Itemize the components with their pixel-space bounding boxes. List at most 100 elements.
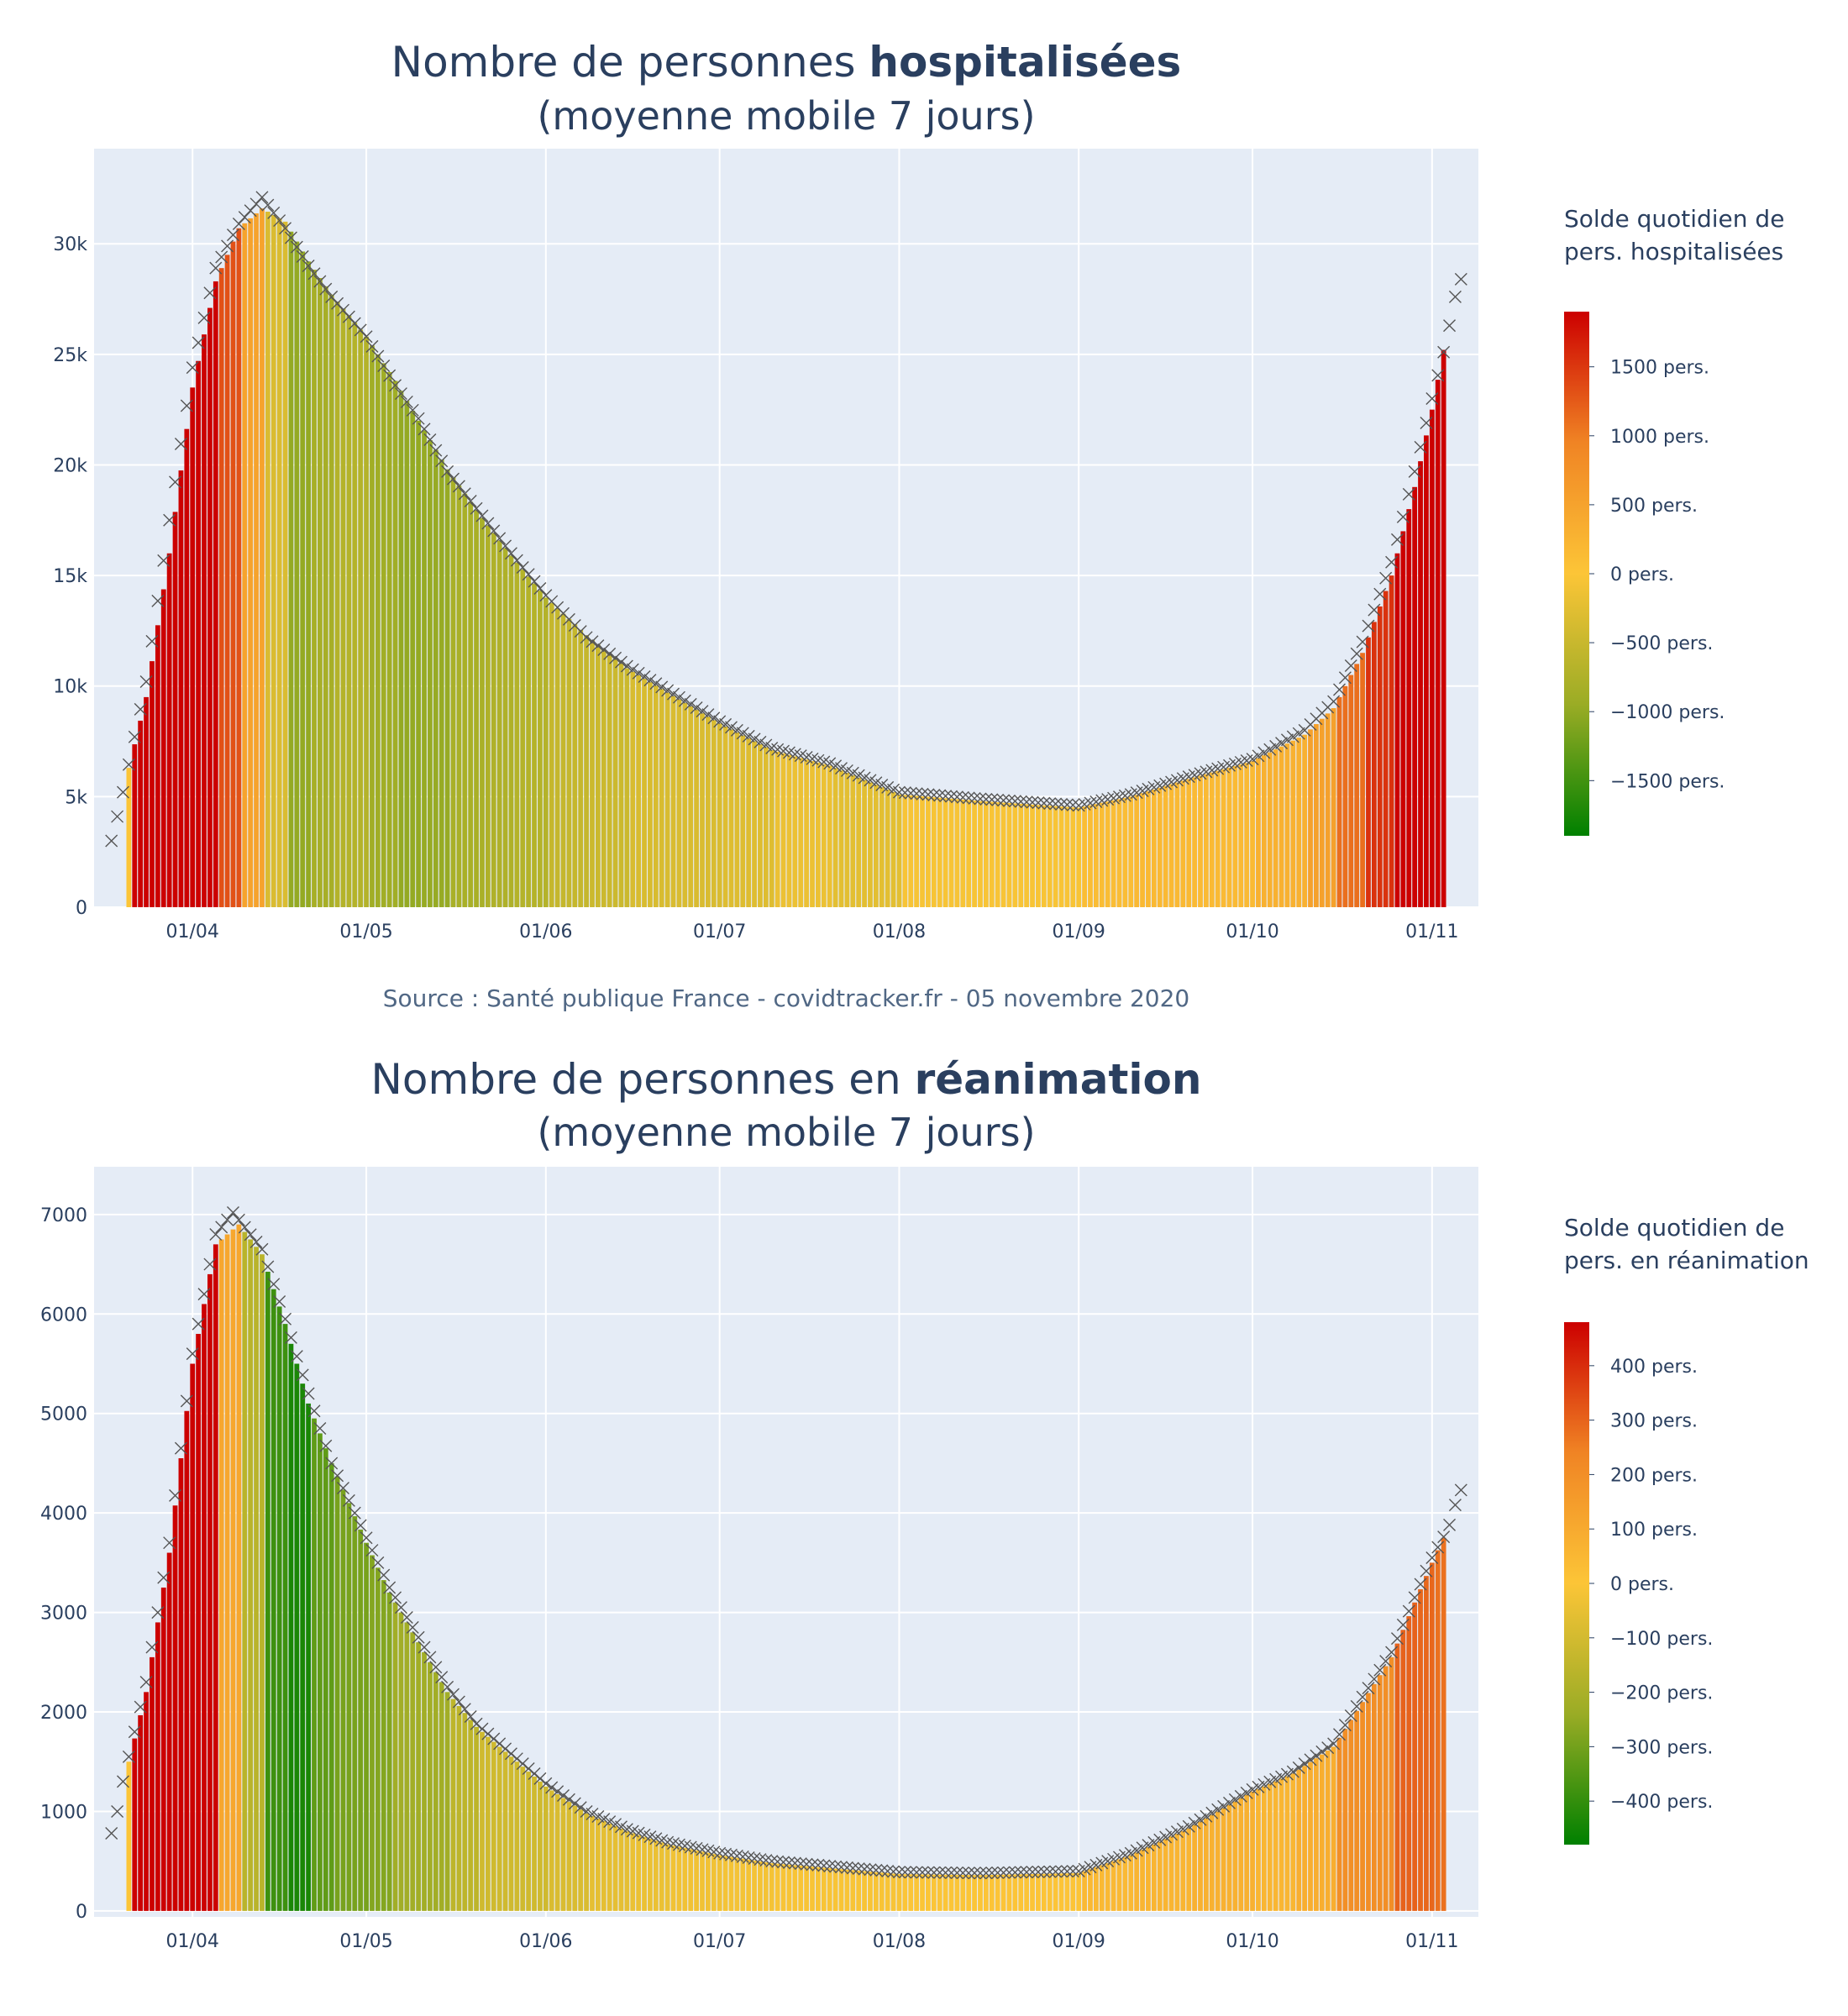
x-tick-label: 01/09	[1053, 1931, 1105, 1952]
bar	[276, 218, 282, 907]
bar	[1371, 1683, 1377, 1911]
x-tick-label: 01/06	[519, 1931, 572, 1952]
scatter-marker	[105, 834, 118, 848]
scatter-marker	[753, 1853, 767, 1866]
bar	[601, 1820, 606, 1911]
bar	[416, 1642, 422, 1911]
scatter-marker	[1269, 739, 1283, 753]
bar	[1168, 784, 1174, 907]
bar	[172, 512, 178, 907]
scatter-marker	[968, 1866, 981, 1880]
scatter-marker	[939, 790, 953, 803]
bar	[150, 661, 155, 907]
chart2-colorbar: Solde quotidien de pers. en réanimation …	[1564, 1214, 1809, 1845]
scatter-marker	[1060, 798, 1074, 811]
scatter-marker	[1032, 796, 1045, 810]
bar	[282, 221, 288, 907]
scatter-marker	[504, 547, 517, 560]
scatter-marker	[1454, 272, 1467, 286]
bar	[364, 1542, 369, 1911]
bar	[138, 720, 144, 907]
bar	[1024, 804, 1030, 907]
scatter-marker	[360, 330, 373, 344]
colorbar-tick-label: 0 pers.	[1610, 564, 1674, 585]
bar	[1261, 755, 1267, 907]
bar	[1215, 770, 1221, 907]
x-tick-label: 01/04	[166, 1931, 219, 1952]
bar	[1058, 806, 1064, 907]
bar	[774, 751, 780, 907]
bar	[410, 1632, 416, 1911]
bar	[1342, 1729, 1348, 1911]
bar	[265, 1271, 270, 1911]
bar	[318, 1433, 323, 1911]
scatter-marker	[626, 663, 639, 676]
bar	[1198, 775, 1203, 907]
bar	[549, 602, 554, 907]
scatter-marker	[690, 701, 703, 714]
bar	[218, 268, 224, 907]
colorbar-tick-label: −100 pers.	[1610, 1629, 1713, 1650]
scatter-marker	[116, 785, 129, 799]
scatter-marker	[180, 399, 193, 412]
scatter-marker	[603, 647, 617, 660]
scatter-marker	[226, 1205, 239, 1219]
scatter-marker	[823, 1860, 837, 1873]
bar	[496, 1746, 502, 1911]
bar	[1209, 772, 1215, 907]
bar	[804, 1866, 810, 1911]
scatter-marker	[892, 1866, 906, 1879]
bar	[444, 1692, 450, 1911]
bar	[1394, 553, 1400, 907]
bar	[462, 493, 468, 907]
scatter-marker	[1020, 795, 1033, 809]
bar	[270, 1289, 276, 1911]
scatter-marker	[406, 403, 419, 417]
scatter-marker	[1315, 1745, 1329, 1758]
bar	[282, 1324, 288, 1911]
x-tick-label: 01/05	[339, 921, 392, 942]
bar	[323, 1448, 328, 1911]
bar	[960, 1875, 966, 1911]
scatter-marker	[273, 1294, 286, 1308]
x-tick-label: 01/08	[873, 921, 926, 942]
bar	[896, 1874, 902, 1911]
bar	[190, 1363, 196, 1911]
scatter-marker	[678, 1840, 691, 1853]
scatter-marker	[898, 786, 911, 800]
bar	[948, 798, 954, 907]
bar	[1053, 806, 1058, 907]
scatter-marker	[597, 643, 611, 656]
bar	[734, 1857, 740, 1911]
scatter-marker	[325, 290, 339, 303]
scatter-marker	[1414, 1578, 1427, 1591]
bar	[780, 753, 786, 907]
bar	[606, 1824, 612, 1911]
bar	[1209, 1814, 1215, 1911]
bar	[810, 760, 815, 907]
bar	[989, 801, 995, 907]
bar	[196, 360, 202, 907]
scatter-marker	[1234, 1789, 1247, 1803]
bar	[328, 294, 334, 907]
bar	[1290, 740, 1296, 907]
scatter-marker	[255, 1242, 269, 1256]
scatter-marker	[279, 222, 292, 235]
bar	[1041, 805, 1047, 907]
colorbar-tick-label: −500 pers.	[1610, 633, 1713, 654]
bar	[740, 1858, 746, 1911]
scatter-marker	[1066, 798, 1079, 811]
scatter-marker	[522, 568, 535, 581]
bar	[1418, 461, 1423, 907]
bar	[1036, 1873, 1041, 1911]
scatter-marker	[730, 1849, 743, 1862]
scatter-marker	[261, 198, 275, 212]
scatter-marker	[417, 1641, 431, 1654]
scatter-marker	[1368, 1672, 1381, 1686]
scatter-marker	[1240, 1786, 1253, 1799]
bar	[422, 430, 427, 907]
bar	[1070, 1873, 1076, 1911]
bar	[491, 1741, 496, 1911]
bar	[1058, 1873, 1064, 1911]
bar	[560, 1798, 566, 1911]
